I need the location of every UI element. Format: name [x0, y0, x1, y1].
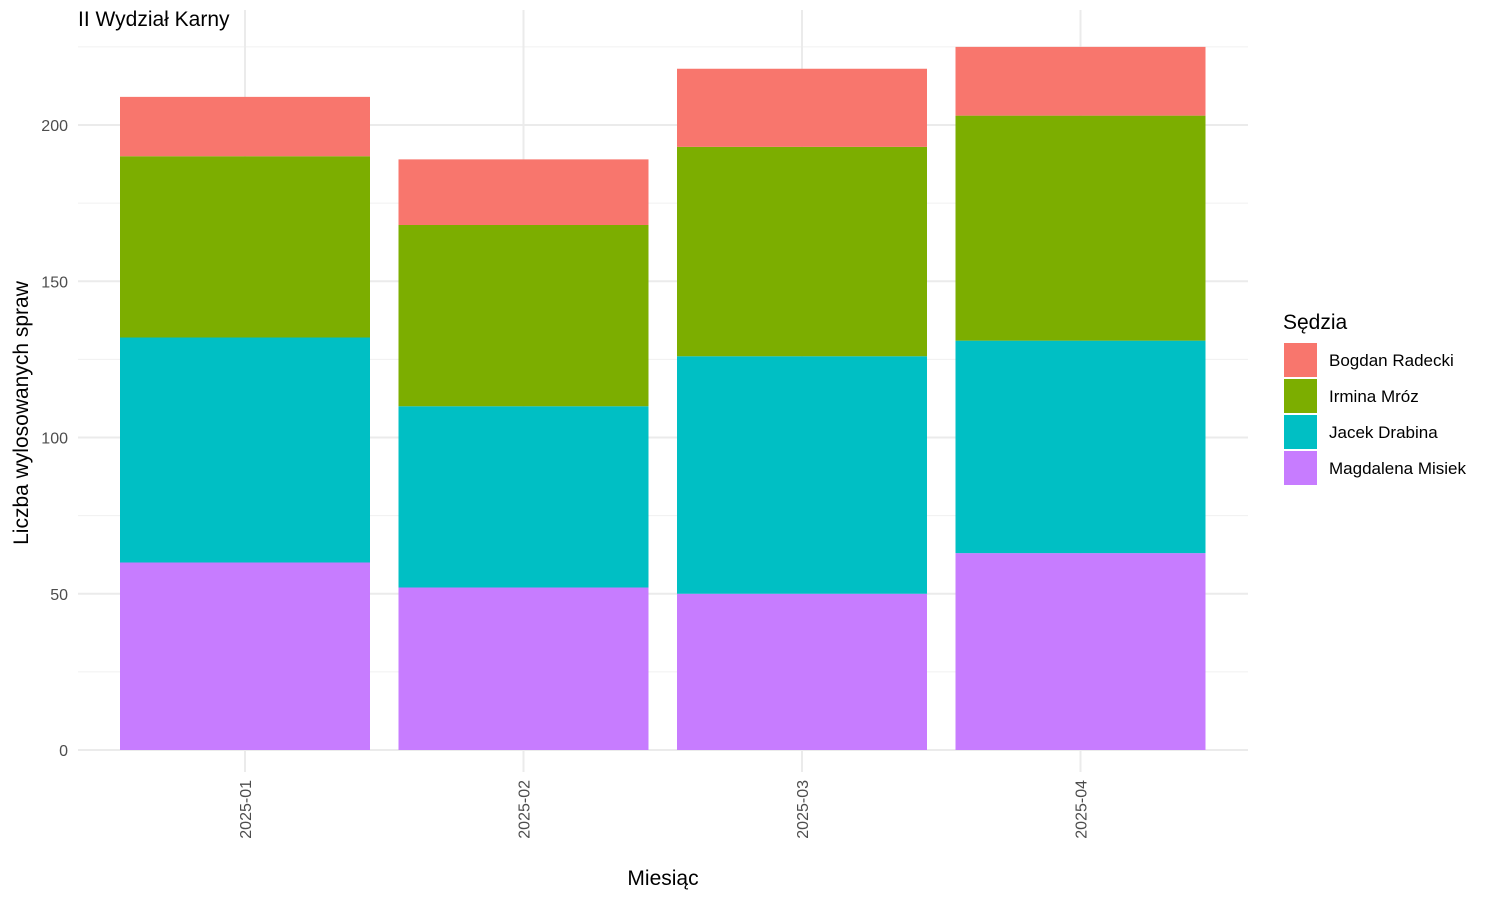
bar-2025-02-bogdan-radecki: [398, 159, 649, 225]
y-axis-title: Liczba wylosowanych spraw: [10, 280, 33, 545]
bar-2025-04-bogdan-radecki: [955, 46, 1206, 116]
bar-2025-01-jacek-drabina: [120, 337, 370, 563]
legend-label-0: Bogdan Radecki: [1329, 351, 1454, 370]
chart-title: II Wydział Karny: [78, 8, 230, 31]
x-tick-label-1: 2025-02: [517, 780, 534, 839]
y-tick-label-3: 150: [41, 274, 68, 291]
y-tick-label-0: 0: [59, 743, 68, 760]
legend-swatch-2: [1284, 415, 1317, 449]
bar-2025-02-irmina-mróz: [398, 225, 649, 407]
y-tick-label-1: 50: [50, 587, 68, 604]
x-tick-label-0: 2025-01: [238, 780, 255, 839]
y-tick-label-4: 200: [41, 118, 68, 135]
bar-2025-01-bogdan-radecki: [120, 96, 370, 157]
bar-2025-03-irmina-mróz: [677, 146, 927, 357]
legend-swatch-1: [1284, 379, 1317, 413]
x-axis-ticks: 2025-01 2025-02 2025-03 2025-04: [238, 780, 1091, 839]
legend-label-2: Jacek Drabina: [1329, 423, 1438, 442]
bar-2025-03-jacek-drabina: [677, 356, 927, 594]
bars-layer: [120, 46, 1206, 750]
bar-2025-04-irmina-mróz: [955, 115, 1206, 341]
legend-items: Bogdan Radecki Irmina Mróz Jacek Drabina Ma…: [1284, 343, 1467, 485]
bar-2025-03-bogdan-radecki: [677, 68, 927, 147]
x-axis-title: Miesiąc: [627, 867, 698, 890]
y-axis-ticks: 0 50 100 150 200: [41, 118, 68, 760]
bar-2025-04-magdalena-misiek: [955, 553, 1206, 750]
bar-2025-02-magdalena-misiek: [398, 587, 649, 750]
y-tick-label-2: 100: [41, 431, 68, 448]
bar-2025-01-irmina-mróz: [120, 156, 370, 338]
legend-label-3: Magdalena Misiek: [1329, 459, 1467, 478]
bar-2025-04-jacek-drabina: [955, 340, 1206, 554]
bar-2025-03-magdalena-misiek: [677, 593, 927, 750]
legend: Sędzia Bogdan Radecki Irmina Mróz Jacek Dr…: [1283, 311, 1467, 485]
legend-label-1: Irmina Mróz: [1329, 387, 1419, 406]
legend-title: Sędzia: [1283, 311, 1348, 334]
x-tick-label-2: 2025-03: [795, 780, 812, 839]
bar-2025-02-jacek-drabina: [398, 406, 649, 588]
x-tick-label-3: 2025-04: [1074, 780, 1091, 839]
legend-swatch-3: [1284, 451, 1317, 485]
legend-swatch-0: [1284, 343, 1317, 377]
bar-2025-01-magdalena-misiek: [120, 562, 370, 750]
